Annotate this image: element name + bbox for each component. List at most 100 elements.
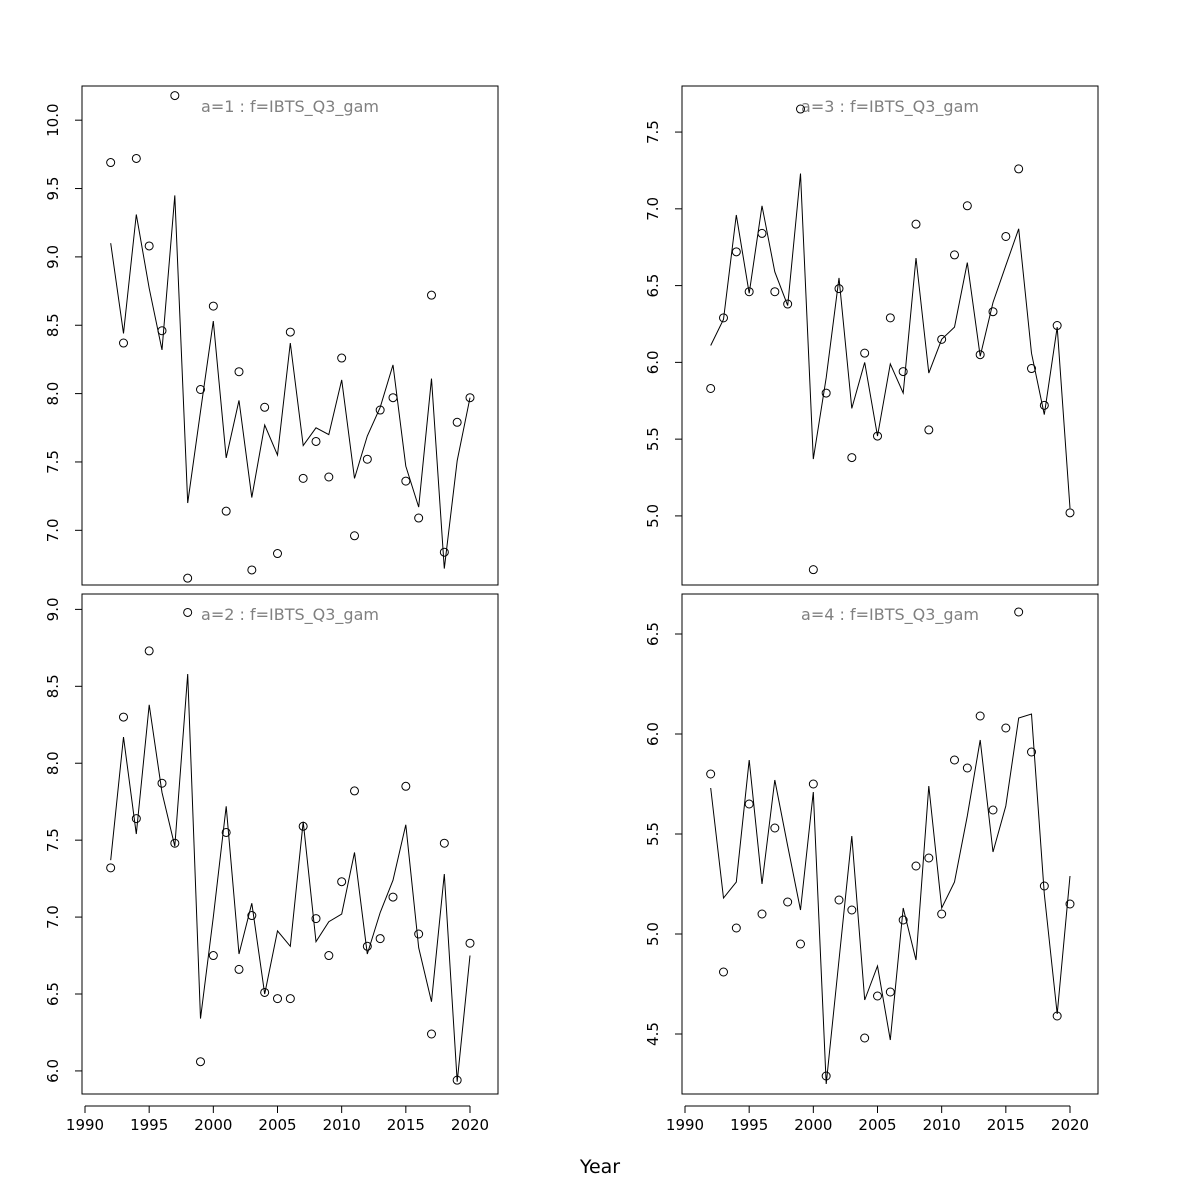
fitted-line xyxy=(110,195,471,569)
y-tick-label: 6.0 xyxy=(644,350,662,374)
observed-point xyxy=(834,284,844,294)
observed-point xyxy=(706,769,716,779)
observed-point xyxy=(362,454,372,464)
observed-point xyxy=(873,431,882,441)
observed-point xyxy=(375,934,385,944)
observed-point xyxy=(337,877,347,887)
y-tick-label: 4.5 xyxy=(644,1022,662,1046)
observed-point xyxy=(821,388,831,398)
panel-title: a=4 : f=IBTS_Q3_gam xyxy=(801,605,979,625)
y-tick-label: 5.5 xyxy=(644,427,662,451)
y-tick-label: 7.5 xyxy=(44,828,62,852)
x-axis-label: Year xyxy=(579,1156,620,1178)
fitted-line xyxy=(110,673,471,1082)
observed-point xyxy=(719,967,728,977)
observed-point xyxy=(414,929,424,939)
observed-point xyxy=(808,779,818,789)
observed-point xyxy=(337,353,347,363)
x-tick-label: 2015 xyxy=(987,1116,1025,1134)
observed-point xyxy=(796,939,805,949)
x-tick-label: 1995 xyxy=(730,1116,768,1134)
observed-point xyxy=(452,1075,462,1085)
y-tick-label: 9.0 xyxy=(44,597,62,621)
observed-point xyxy=(1014,607,1024,617)
observed-point xyxy=(744,799,754,809)
observed-point xyxy=(427,290,436,300)
observed-point xyxy=(744,287,754,297)
observed-point xyxy=(1014,164,1024,174)
fitted-line xyxy=(710,713,1071,1085)
observed-point xyxy=(106,158,116,168)
y-tick-label: 6.0 xyxy=(644,722,662,746)
observed-point xyxy=(1001,723,1011,733)
observed-point xyxy=(962,763,972,773)
observed-point xyxy=(427,1029,436,1039)
y-tick-label: 6.5 xyxy=(44,982,62,1006)
observed-point xyxy=(924,853,934,863)
observed-point xyxy=(196,385,205,395)
observed-point xyxy=(873,991,882,1001)
observed-point xyxy=(950,250,959,260)
x-tick-label: 2005 xyxy=(858,1116,896,1134)
observed-point xyxy=(260,402,270,412)
observed-point xyxy=(119,712,128,722)
observed-point xyxy=(452,417,462,427)
observed-point xyxy=(234,964,244,974)
observed-point xyxy=(298,821,308,831)
observed-point xyxy=(106,863,116,873)
y-tick-label: 6.5 xyxy=(644,622,662,646)
y-tick-label: 8.5 xyxy=(44,674,62,698)
observed-point xyxy=(131,814,141,824)
observed-point xyxy=(1027,747,1036,757)
observed-point xyxy=(324,472,334,482)
observed-point xyxy=(885,987,895,997)
observed-point xyxy=(1065,508,1075,518)
observed-point xyxy=(221,827,231,837)
observed-point xyxy=(273,549,282,559)
panel-title: a=1 : f=IBTS_Q3_gam xyxy=(201,97,379,117)
observed-point xyxy=(706,383,716,393)
observed-point xyxy=(783,897,793,907)
y-tick-label: 7.5 xyxy=(44,450,62,474)
observed-point xyxy=(783,299,793,309)
observed-point xyxy=(465,393,475,403)
plot-frame xyxy=(681,593,1099,1095)
observed-point xyxy=(950,755,959,765)
observed-point xyxy=(388,393,398,403)
x-tick-label: 2020 xyxy=(451,1116,489,1134)
y-tick-label: 5.0 xyxy=(644,922,662,946)
observed-point xyxy=(821,1071,831,1081)
observed-point xyxy=(388,892,398,902)
observed-point xyxy=(170,91,180,101)
observed-point xyxy=(719,313,728,323)
x-tick-label: 2010 xyxy=(323,1116,361,1134)
observed-point xyxy=(439,838,449,848)
observed-point xyxy=(401,476,411,486)
observed-point xyxy=(285,327,295,337)
observed-point xyxy=(898,915,908,925)
observed-point xyxy=(1065,899,1075,909)
observed-point xyxy=(362,941,372,951)
observed-point xyxy=(757,228,767,238)
y-tick-label: 8.0 xyxy=(44,382,62,406)
observed-point xyxy=(285,994,295,1004)
x-tick-label: 2000 xyxy=(794,1116,832,1134)
plot-frame xyxy=(681,85,1099,586)
observed-point xyxy=(834,895,844,905)
observed-point xyxy=(119,338,128,348)
observed-point xyxy=(847,905,857,915)
observed-point xyxy=(144,241,154,251)
panel-4: a=4 : f=IBTS_Q3_gam 4.5 5.0 5.5 6.0 6.5 1990 19… xyxy=(644,593,1099,1134)
plot-frame xyxy=(81,593,499,1095)
observed-point xyxy=(898,367,908,377)
y-tick-label: 7.0 xyxy=(644,197,662,221)
observed-point xyxy=(860,1033,870,1043)
observed-point xyxy=(324,951,334,961)
y-tick-label: 5.5 xyxy=(644,822,662,846)
observed-point xyxy=(350,531,359,541)
observed-point xyxy=(731,247,741,257)
y-tick-label: 7.0 xyxy=(44,905,62,929)
observed-point xyxy=(1039,400,1049,410)
panel-title: a=2 : f=IBTS_Q3_gam xyxy=(201,605,379,625)
observed-point xyxy=(885,313,895,323)
